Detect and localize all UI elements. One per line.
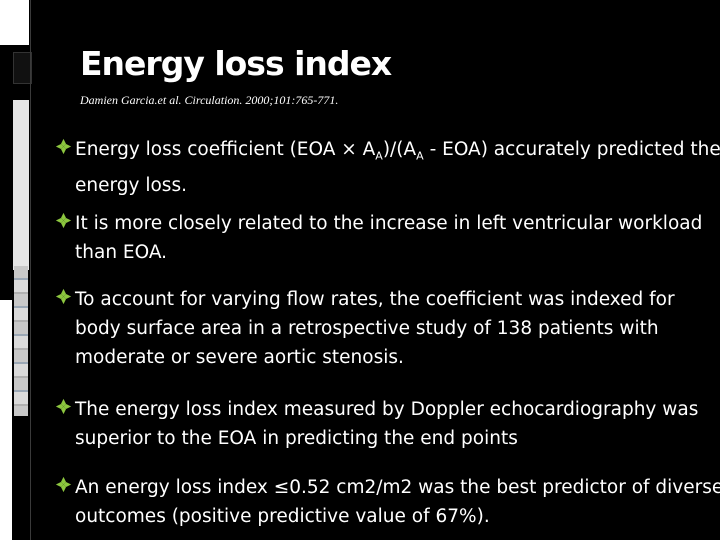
decor-bar-top — [0, 0, 29, 45]
bullet-item: To account for varying flow rates, the c… — [55, 285, 720, 372]
bullet-item: Energy loss coefficient (EOA × AA)/(AA -… — [55, 135, 720, 200]
bullet-text: It is more closely related to the increa… — [75, 213, 702, 263]
bullet-item: It is more closely related to the increa… — [55, 209, 720, 267]
decor-edge-line — [30, 0, 31, 540]
subscript: A — [416, 150, 424, 163]
citation: Damien Garcia.et al. Circulation. 2000;1… — [80, 93, 338, 108]
subscript: A — [375, 150, 383, 163]
decor-bar-bottom — [0, 300, 12, 540]
decor-bar-middle — [13, 100, 29, 270]
bullet-text-part: Energy loss coefficient (EOA × A — [75, 139, 375, 160]
diamond-bullet-icon — [55, 138, 72, 155]
diamond-bullet-icon — [55, 476, 72, 493]
bullet-text: An energy loss index ≤0.52 cm2/m2 was th… — [75, 477, 720, 527]
bullet-text: To account for varying flow rates, the c… — [75, 289, 675, 368]
bullet-text-part: )/(A — [383, 139, 416, 160]
bullet-item: An energy loss index ≤0.52 cm2/m2 was th… — [55, 473, 720, 531]
decor-strip — [14, 266, 28, 416]
diamond-bullet-icon — [55, 288, 72, 305]
bullet-item: The energy loss index measured by Dopple… — [55, 395, 720, 453]
slide-title: Energy loss index — [80, 44, 391, 83]
decorative-side-bars — [0, 0, 32, 540]
diamond-bullet-icon — [55, 398, 72, 415]
diamond-bullet-icon — [55, 212, 72, 229]
bullet-text: The energy loss index measured by Dopple… — [75, 399, 698, 449]
